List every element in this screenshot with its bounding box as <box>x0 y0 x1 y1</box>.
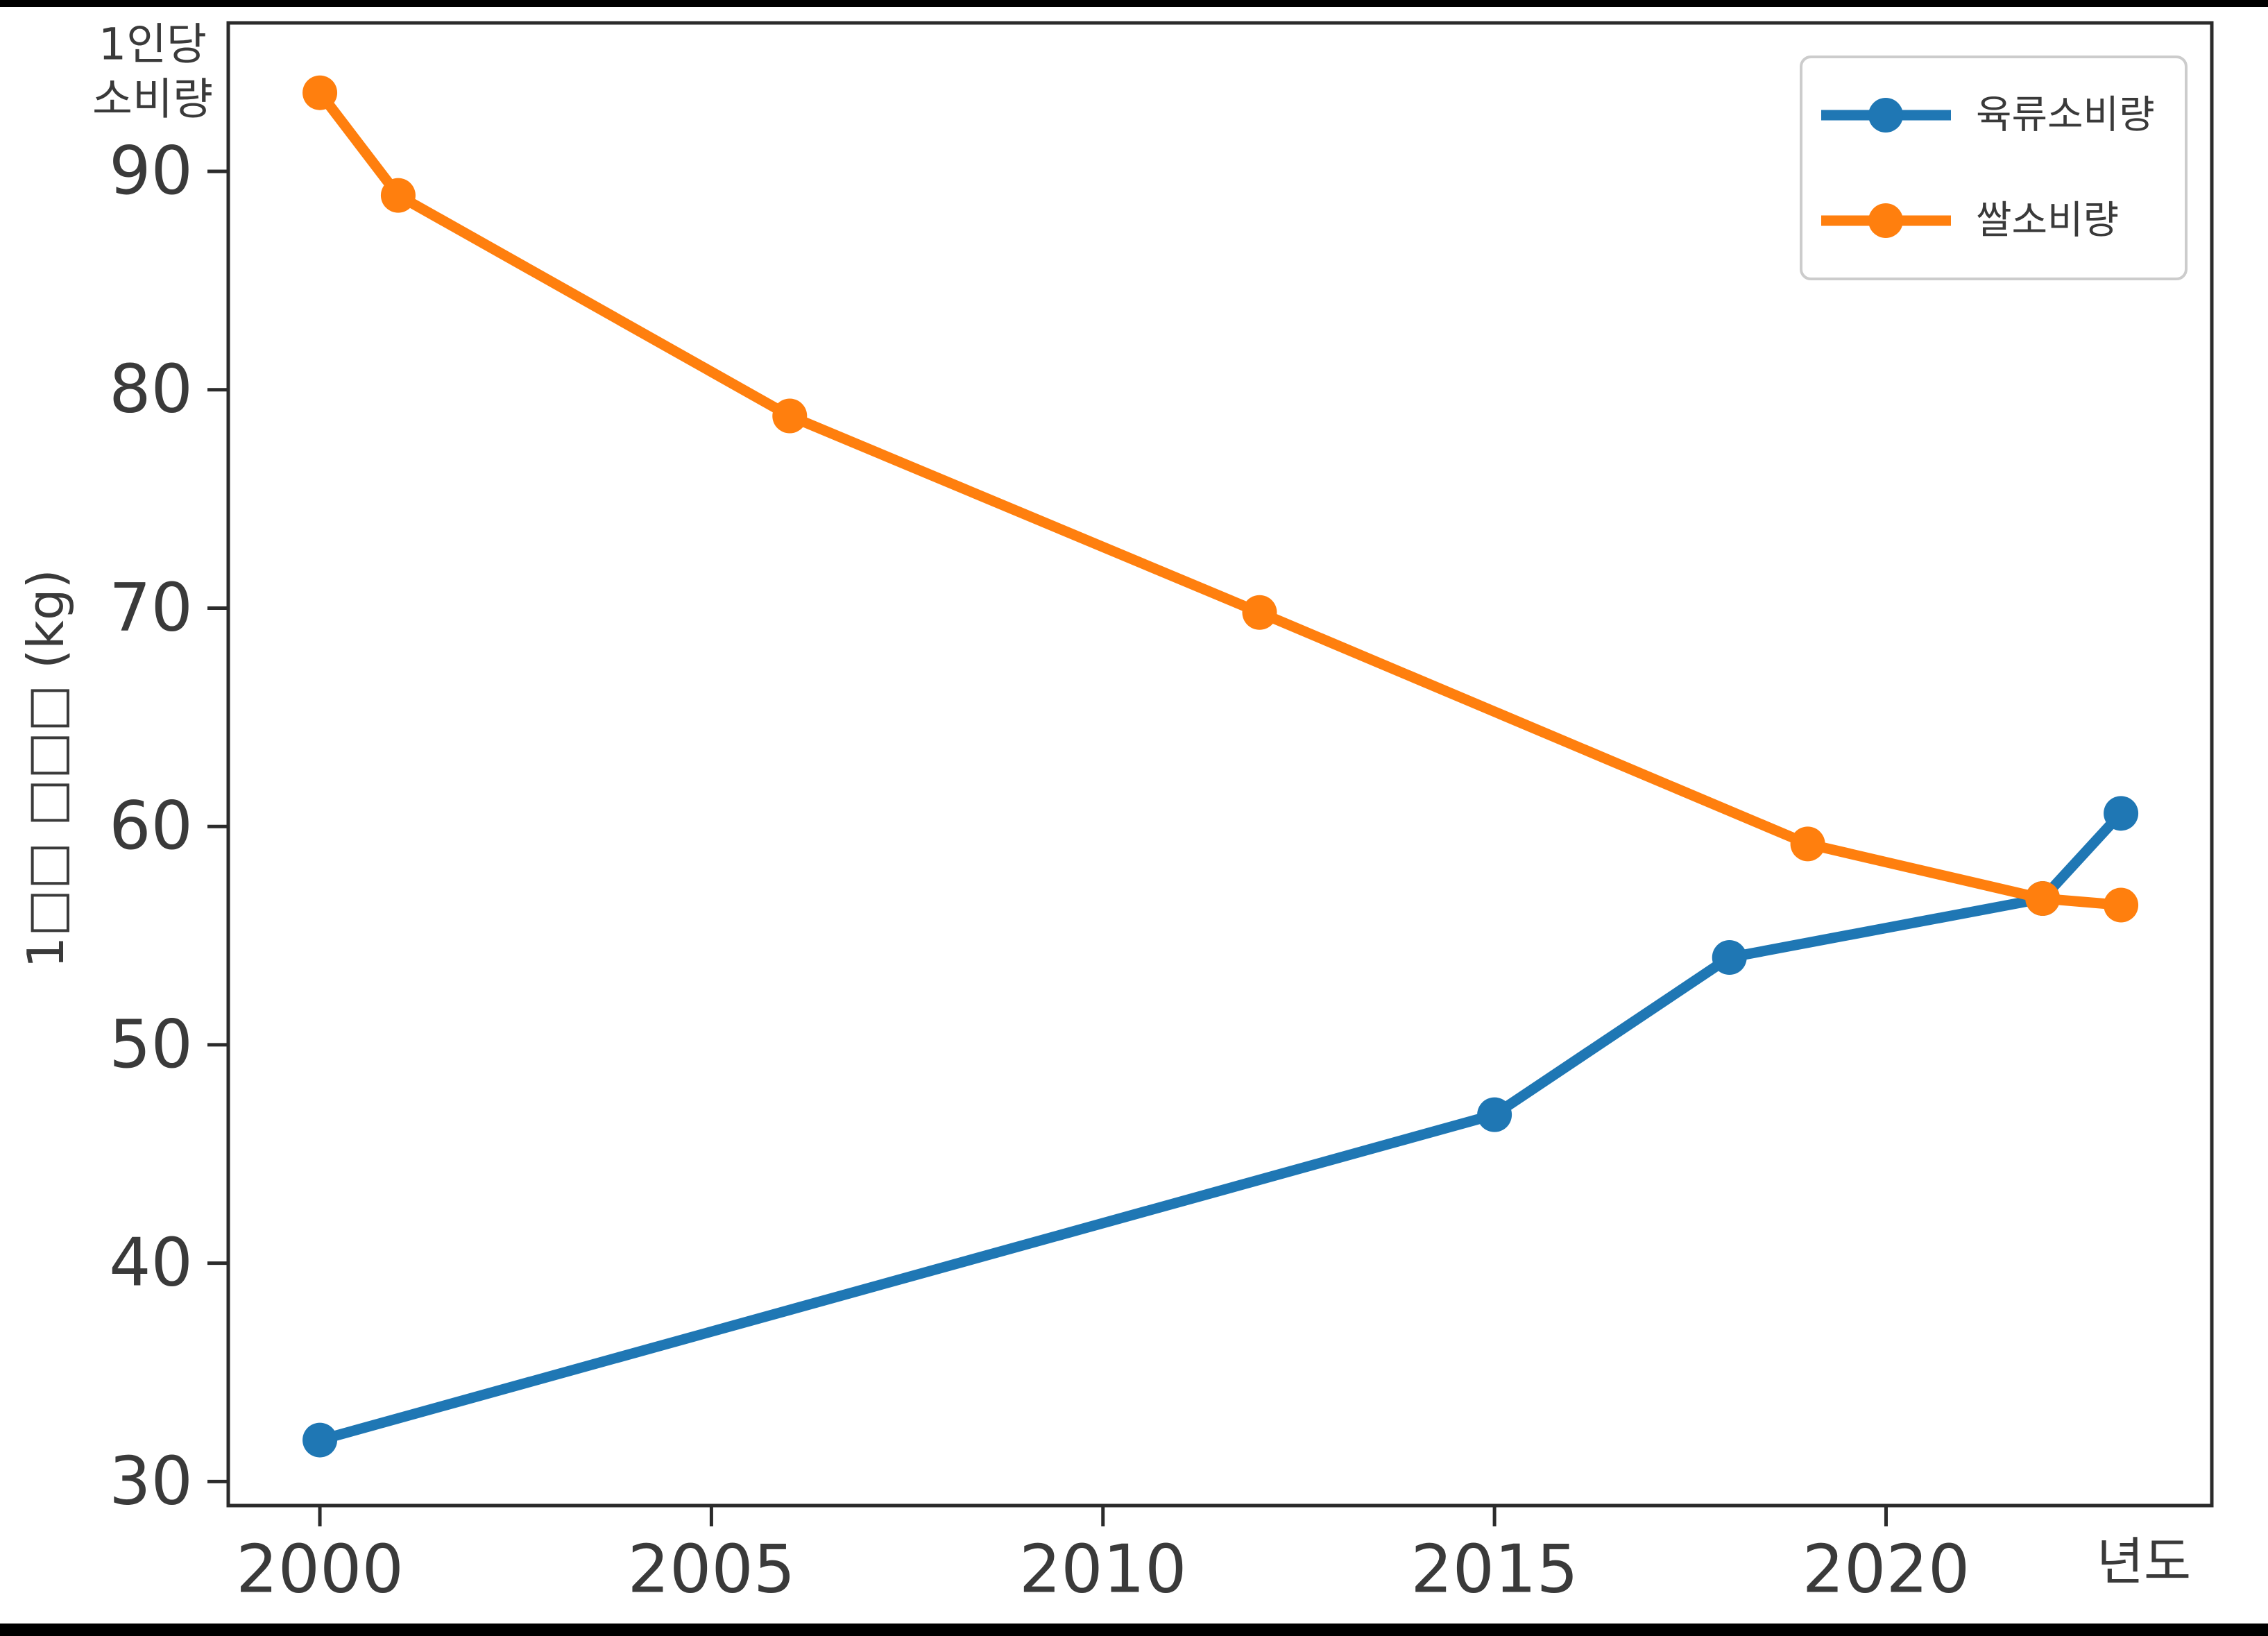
x-axis-label: 년도 <box>2097 1532 2191 1592</box>
rice-data-point <box>2025 881 2061 917</box>
rice-data-point <box>1790 826 1825 862</box>
axes-spines <box>226 21 2214 1508</box>
legend-sample-marker-meat <box>1868 98 1903 133</box>
y-axis-title-line: 소비량 <box>92 74 213 125</box>
meat-data-point <box>302 1422 338 1458</box>
x-tick-label: 2015 <box>1410 1532 1578 1608</box>
legend-sample-marker-rice <box>1868 203 1903 238</box>
x-tick-label: 2010 <box>1019 1532 1187 1608</box>
y-tick-label: 40 <box>109 1225 193 1302</box>
rice-data-point <box>1242 595 1277 630</box>
y-axis-title-line: 1인당 <box>99 19 207 70</box>
rice-data-point <box>772 398 808 434</box>
meat-data-point <box>1477 1097 1512 1132</box>
legend-label-rice: 쌀소비량 <box>1976 198 2119 244</box>
x-tick-label: 2005 <box>628 1532 796 1608</box>
legend-label-meat: 육류소비량 <box>1976 93 2155 138</box>
rice-data-point <box>302 75 338 110</box>
bottom-frame-bar <box>0 1624 2268 1636</box>
meat-data-point <box>1712 940 1747 975</box>
y-tick-label: 70 <box>109 570 193 646</box>
rice-data-point <box>2104 887 2139 923</box>
x-tick-label: 2020 <box>1802 1532 1970 1608</box>
y-tick-label: 90 <box>109 133 193 210</box>
y-axis-label: 1□□ □□□ (kg) <box>17 569 75 968</box>
y-tick-label: 60 <box>109 788 193 864</box>
y-tick-label: 50 <box>109 1007 193 1083</box>
legend-box <box>1800 56 2188 280</box>
meat-data-point <box>2104 796 2139 831</box>
top-frame-bar <box>0 0 2268 7</box>
x-tick-label: 2000 <box>236 1532 404 1608</box>
y-tick-label: 30 <box>109 1443 193 1519</box>
rice-data-point <box>380 178 416 213</box>
y-tick-label: 80 <box>109 352 193 428</box>
